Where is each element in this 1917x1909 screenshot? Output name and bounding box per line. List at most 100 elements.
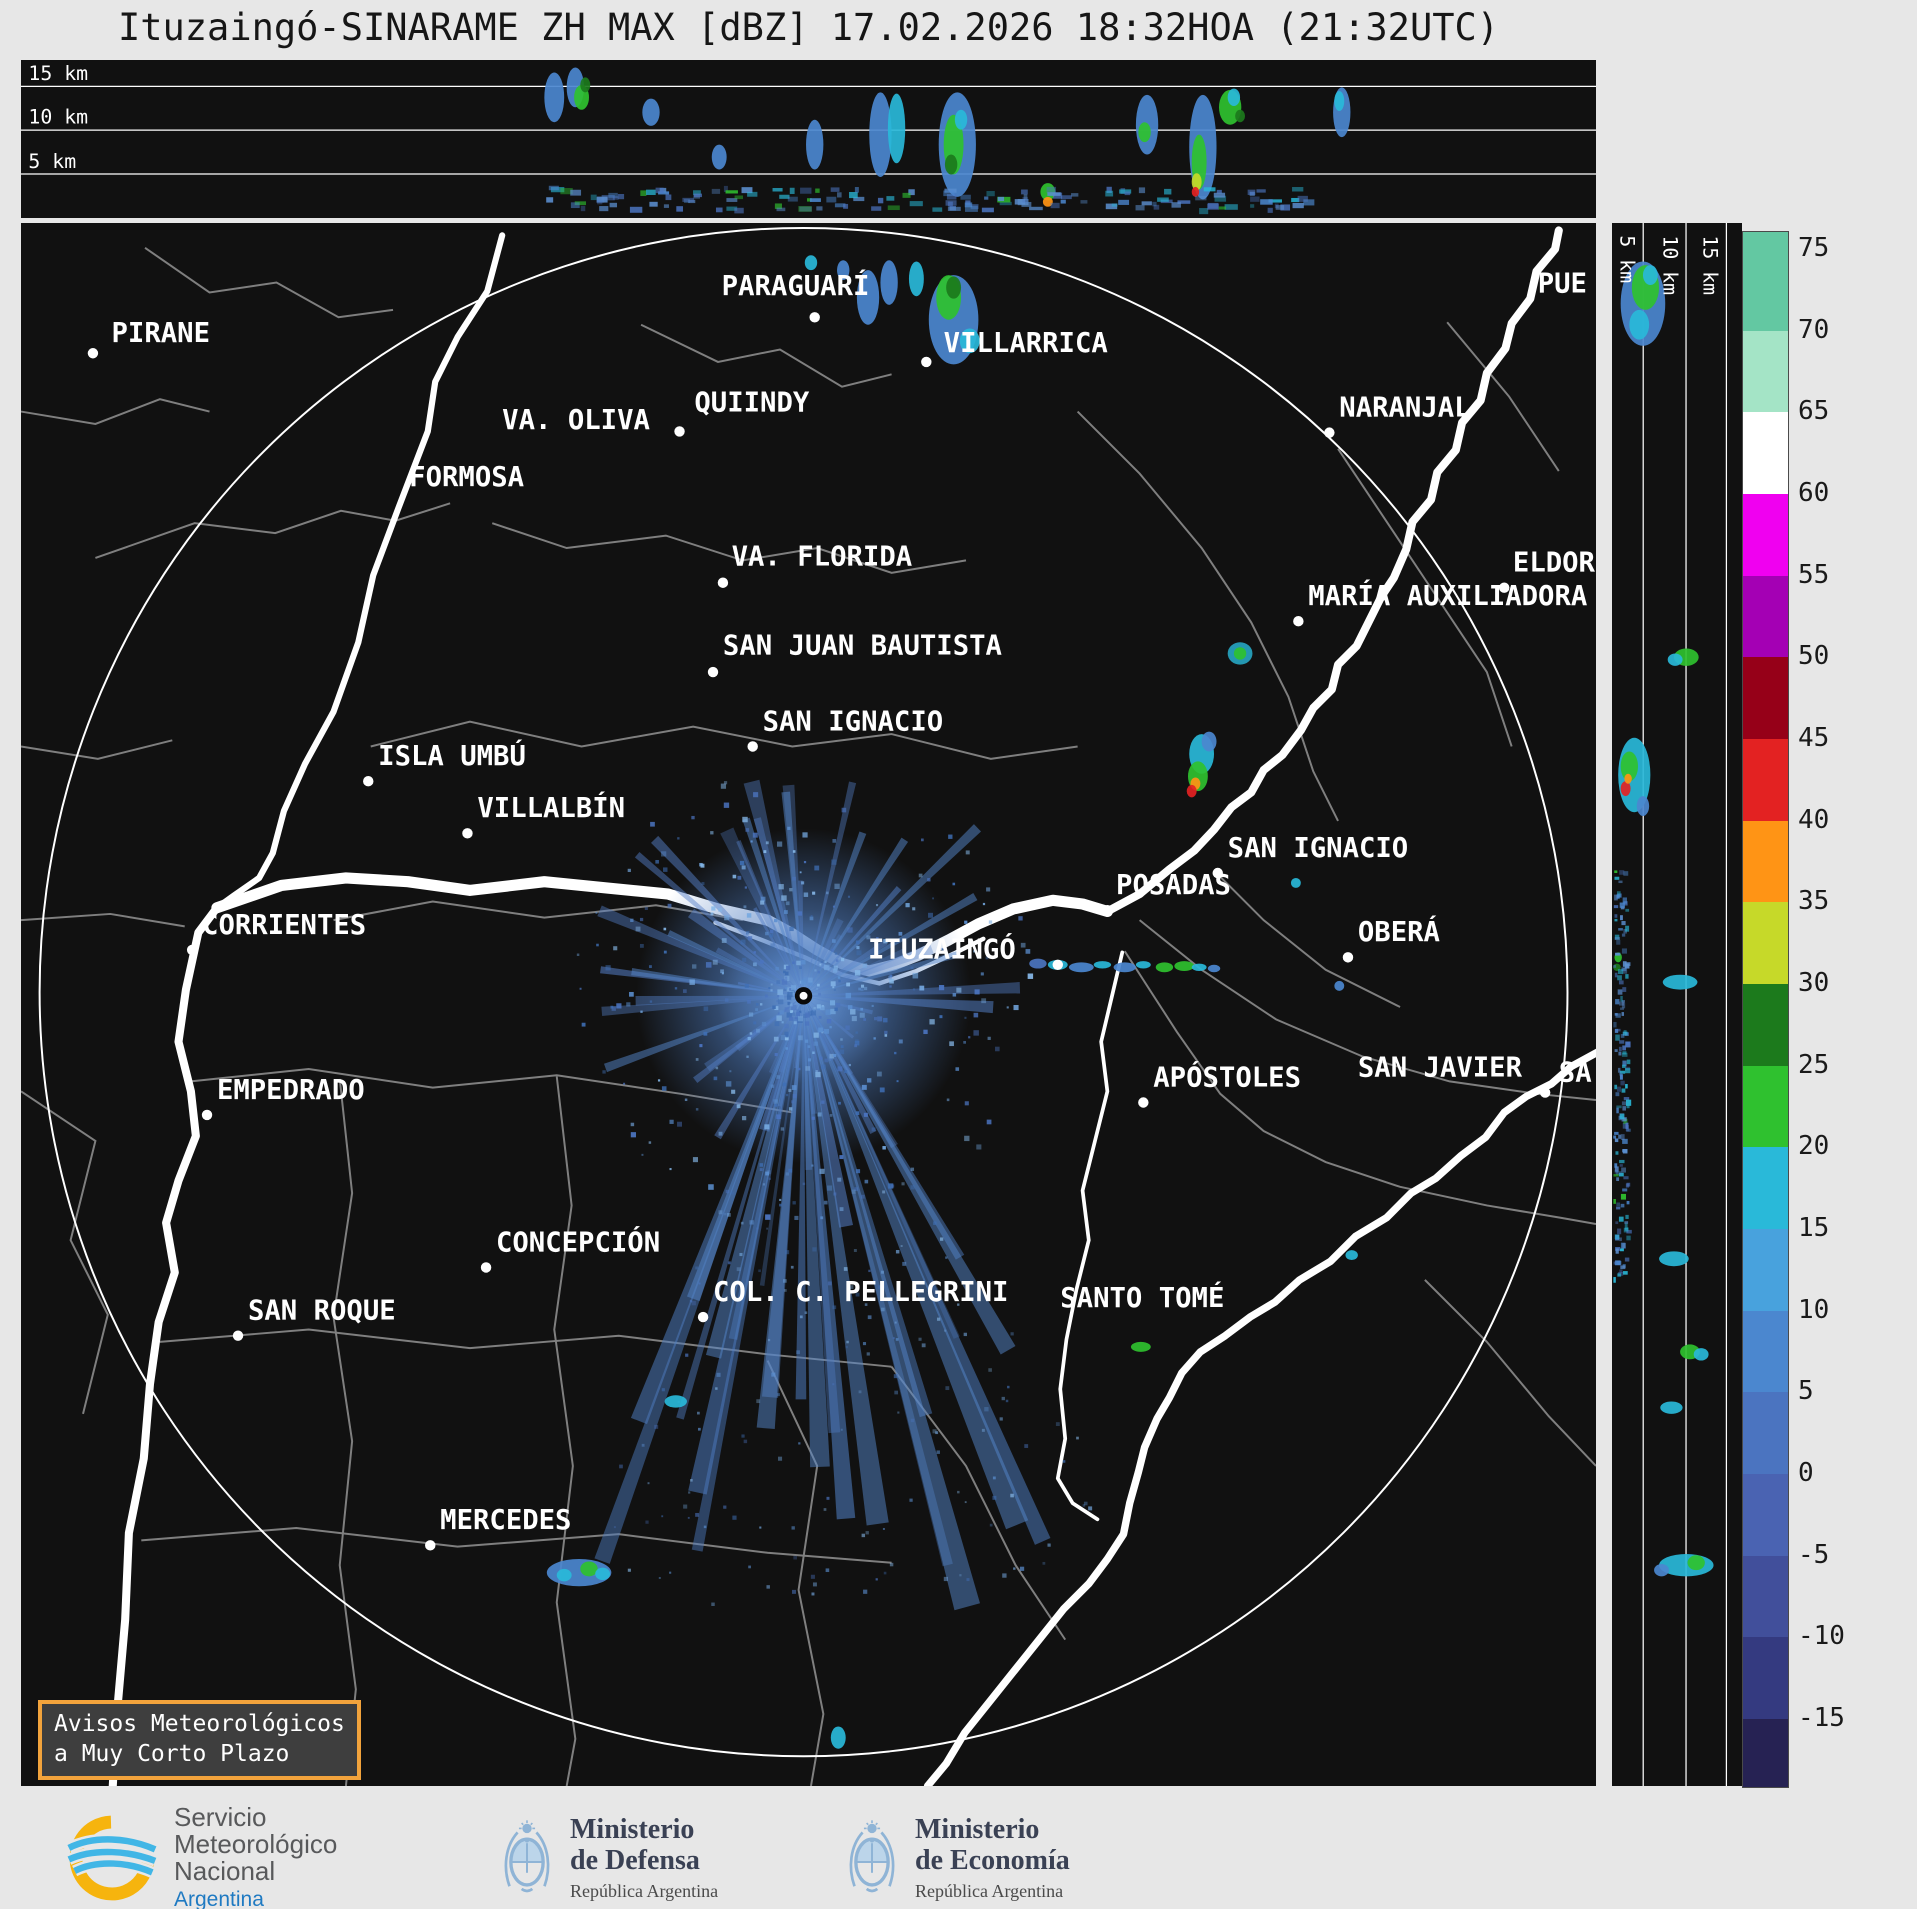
radar-echo bbox=[721, 938, 727, 943]
radar-echo bbox=[774, 1006, 779, 1011]
radar-echo bbox=[814, 865, 820, 871]
radar-echo bbox=[952, 882, 956, 886]
radar-echo bbox=[663, 867, 668, 872]
radar-echo bbox=[807, 1011, 813, 1016]
radar-echo bbox=[841, 807, 847, 813]
radar-echo bbox=[945, 200, 957, 206]
radar-echo bbox=[810, 915, 813, 918]
colorbar-tick-label: 30 bbox=[1798, 968, 1830, 998]
radar-echo bbox=[830, 187, 840, 192]
radar-echo bbox=[918, 873, 923, 878]
radar-echo bbox=[1660, 1401, 1683, 1414]
radar-echo bbox=[720, 969, 724, 974]
radar-echo bbox=[835, 959, 839, 962]
radar-echo bbox=[1345, 1250, 1358, 1261]
radar-echo bbox=[840, 957, 845, 962]
radar-echo bbox=[792, 876, 796, 881]
colorbar-tick-label: 15 bbox=[1798, 1213, 1830, 1243]
radar-echo bbox=[760, 1003, 763, 1006]
radar-echo bbox=[1088, 1506, 1093, 1511]
radar-echo bbox=[755, 1008, 759, 1012]
radar-echo bbox=[1164, 188, 1172, 195]
radar-echo bbox=[863, 1589, 868, 1594]
radar-echo bbox=[823, 1200, 828, 1205]
colorbar-segment bbox=[1743, 1065, 1788, 1148]
reflectivity-colorbar bbox=[1742, 231, 1789, 1788]
radar-echo bbox=[1620, 1248, 1624, 1252]
radar-echo bbox=[932, 897, 935, 900]
radar-echo bbox=[835, 1002, 841, 1008]
radar-echo bbox=[867, 1315, 872, 1320]
colorbar-segment bbox=[1743, 494, 1788, 577]
radar-echo bbox=[753, 792, 759, 798]
radar-echo bbox=[687, 908, 804, 996]
radar-echo bbox=[724, 915, 730, 921]
radar-echo bbox=[1010, 1332, 1014, 1336]
radar-echo bbox=[1614, 1131, 1619, 1135]
radar-echo bbox=[759, 1163, 764, 1167]
radar-echo bbox=[860, 1007, 864, 1011]
radar-echo bbox=[855, 1169, 861, 1174]
radar-echo bbox=[1022, 197, 1028, 203]
radar-echo bbox=[829, 1025, 832, 1029]
radar-echo bbox=[756, 995, 804, 1429]
radar-echo bbox=[1615, 1034, 1620, 1041]
radar-echo bbox=[833, 968, 838, 973]
radar-echo bbox=[639, 943, 644, 948]
ministry-defensa-wordmark: Ministerio de Defensa República Argentin… bbox=[570, 1814, 718, 1903]
radar-echo bbox=[833, 1053, 837, 1057]
radar-echo bbox=[1625, 1122, 1629, 1129]
radar-echo bbox=[826, 196, 837, 203]
radar-echo bbox=[1214, 195, 1227, 202]
radar-echo bbox=[718, 907, 722, 912]
radar-echo bbox=[1626, 1105, 1630, 1109]
radar-echo bbox=[691, 995, 804, 1552]
radar-echo bbox=[721, 972, 724, 975]
radar-echo bbox=[682, 197, 695, 202]
radar-echo bbox=[818, 1027, 823, 1033]
radar-echo bbox=[980, 972, 984, 976]
colorbar-tick-label: 65 bbox=[1798, 396, 1830, 427]
radar-echo bbox=[1619, 1001, 1625, 1006]
radar-echo bbox=[1191, 173, 1202, 191]
radar-echo bbox=[1622, 1106, 1626, 1111]
radar-echo bbox=[718, 1210, 723, 1215]
radar-echo bbox=[1621, 948, 1627, 954]
city-label: SA bbox=[1559, 1057, 1592, 1088]
city-label: EMPEDRADO bbox=[217, 1075, 365, 1106]
city-label: VILLALBÍN bbox=[477, 792, 625, 824]
radar-echo bbox=[816, 987, 819, 990]
radar-echo bbox=[1622, 987, 1627, 992]
radar-echo bbox=[929, 1019, 935, 1025]
radar-echo bbox=[684, 1098, 688, 1102]
radar-echo bbox=[778, 994, 785, 1000]
radar-echo bbox=[1007, 1385, 1010, 1389]
radar-echo bbox=[936, 1317, 941, 1321]
radar-echo bbox=[1622, 967, 1628, 974]
radar-echo bbox=[1224, 204, 1238, 210]
radar-echo bbox=[1613, 1135, 1617, 1139]
city-label: COL. C. PELLEGRINI bbox=[713, 1277, 1008, 1308]
radar-echo bbox=[845, 1025, 850, 1030]
radar-echo bbox=[748, 936, 753, 941]
radar-echo bbox=[831, 948, 835, 952]
short-term-warnings-box[interactable]: Avisos Meteorológicos a Muy Corto Plazo bbox=[38, 1700, 361, 1780]
radar-map-panel: PIRANE PARAGUARÍ VILLARRICA QUIINDY VA. OLIV… bbox=[21, 223, 1596, 1786]
radar-echo bbox=[803, 995, 855, 1039]
city-label: CONCEPCIÓN bbox=[496, 1226, 660, 1258]
radar-echo bbox=[787, 991, 793, 998]
radar-echo bbox=[777, 1456, 783, 1461]
radar-echo bbox=[791, 1100, 795, 1104]
radar-echo bbox=[965, 850, 970, 855]
city-marker bbox=[186, 944, 198, 956]
radar-echo bbox=[1619, 1113, 1625, 1120]
radar-echo bbox=[683, 1504, 688, 1509]
colorbar-tick-label: 45 bbox=[1798, 723, 1830, 753]
radar-echo bbox=[908, 189, 915, 196]
radar-echo bbox=[783, 1279, 787, 1283]
radar-echo bbox=[818, 992, 821, 996]
city-marker bbox=[921, 356, 932, 368]
radar-echo bbox=[881, 1307, 885, 1312]
radar-echo bbox=[661, 851, 667, 857]
radar-echo bbox=[1334, 91, 1345, 112]
